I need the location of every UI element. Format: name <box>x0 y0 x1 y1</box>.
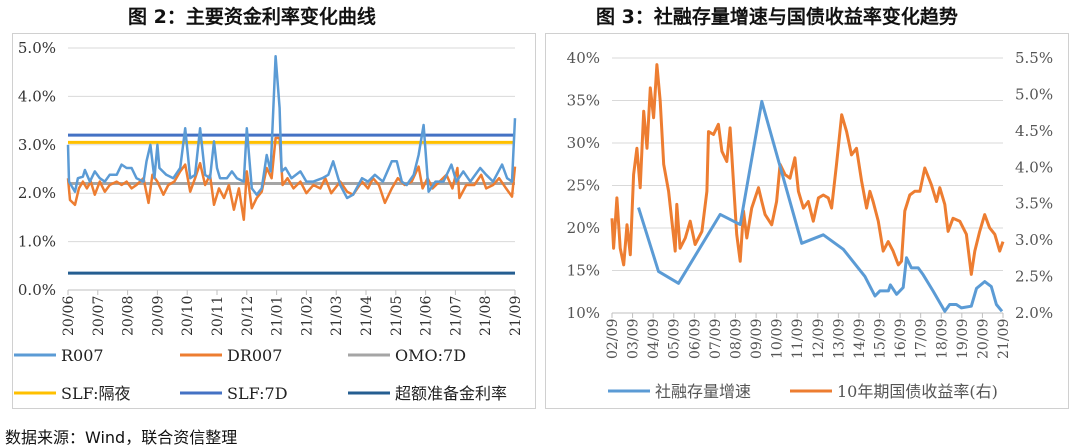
series-line-R007 <box>66 54 517 200</box>
x-tick-label: 19/09 <box>955 319 971 359</box>
series-line-DR007 <box>66 136 517 222</box>
y-tick-label: 10% <box>567 304 600 322</box>
x-tick-label: 20/07 <box>91 296 107 336</box>
legend-label: 10年期国债收益率(右) <box>837 382 998 401</box>
x-tick-label: 20/10 <box>180 296 196 336</box>
legend-label: DR007 <box>227 346 282 365</box>
y-tick-label: 20% <box>567 219 600 237</box>
x-tick-label: 11/09 <box>790 319 806 359</box>
x-tick-label: 06/09 <box>687 319 703 359</box>
x-tick-label: 20/11 <box>210 296 226 336</box>
x-tick-label: 20/06 <box>61 296 77 336</box>
legend-label: SLF:隔夜 <box>61 384 131 403</box>
x-tick-label: 14/09 <box>852 319 868 359</box>
legend-label: R007 <box>61 346 104 365</box>
x-tick-label: 21/07 <box>448 296 464 336</box>
y-tick-label: 5.0% <box>18 39 56 57</box>
x-tick-label: 08/09 <box>728 319 744 359</box>
x-tick-label: 20/12 <box>240 296 256 336</box>
y-tick-label: 25% <box>567 177 600 195</box>
x-tick-label: 21/06 <box>419 296 435 336</box>
y2-tick-label: 3.0% <box>1015 231 1053 249</box>
x-tick-label: 21/02 <box>299 296 315 336</box>
x-tick-label: 05/09 <box>667 319 683 359</box>
y-tick-label: 1.0% <box>18 233 56 251</box>
x-tick-label: 09/09 <box>749 319 765 359</box>
series-line-社融存量增速 <box>637 99 1004 313</box>
chart-3-panel <box>545 33 1069 409</box>
y-tick-label: 2.0% <box>18 184 56 202</box>
chart-2-title: 图 2：主要资金利率变化曲线 <box>128 6 376 28</box>
x-tick-label: 02/09 <box>605 319 621 359</box>
y-tick-label: 40% <box>567 49 600 67</box>
legend-label: 社融存量增速 <box>655 382 751 401</box>
y2-tick-label: 2.5% <box>1015 268 1053 286</box>
y-tick-label: 15% <box>567 262 600 280</box>
chart-2-panel <box>12 33 536 409</box>
x-tick-label: 21/01 <box>270 296 286 336</box>
series-line-10年期国债收益率(右) <box>610 63 1005 276</box>
x-tick-label: 20/09 <box>975 319 991 359</box>
x-tick-label: 17/09 <box>914 319 930 359</box>
legend-label: OMO:7D <box>395 346 466 365</box>
y2-tick-label: 5.0% <box>1015 85 1053 103</box>
x-tick-label: 15/09 <box>873 319 889 359</box>
x-tick-label: 21/08 <box>478 296 494 336</box>
x-tick-label: 12/09 <box>811 319 827 359</box>
x-tick-label: 04/09 <box>646 319 662 359</box>
y-tick-label: 3.0% <box>18 136 56 154</box>
y2-tick-label: 3.5% <box>1015 195 1053 213</box>
x-tick-label: 16/09 <box>893 319 909 359</box>
x-tick-label: 10/09 <box>770 319 786 359</box>
x-tick-label: 20/08 <box>121 296 137 336</box>
x-tick-label: 20/09 <box>150 296 166 336</box>
x-tick-label: 13/09 <box>831 319 847 359</box>
y2-tick-label: 4.5% <box>1015 122 1053 140</box>
legend-label: SLF:7D <box>227 384 288 403</box>
x-tick-label: 07/09 <box>708 319 724 359</box>
x-tick-label: 21/09 <box>508 296 524 336</box>
y2-tick-label: 5.5% <box>1015 49 1053 67</box>
x-tick-label: 03/09 <box>626 319 642 359</box>
x-tick-label: 21/09 <box>996 319 1012 359</box>
x-tick-label: 21/04 <box>359 296 375 336</box>
y2-tick-label: 4.0% <box>1015 158 1053 176</box>
y2-tick-label: 2.0% <box>1015 304 1053 322</box>
x-tick-label: 21/03 <box>329 296 345 336</box>
data-source-note: 数据来源：Wind，联合资信整理 <box>5 428 238 447</box>
chart-3-title: 图 3：社融存量增速与国债收益率变化趋势 <box>596 6 958 28</box>
y-tick-label: 35% <box>567 92 600 110</box>
x-tick-label: 18/09 <box>934 319 950 359</box>
x-tick-label: 21/05 <box>389 296 405 336</box>
y-tick-label: 30% <box>567 134 600 152</box>
y-tick-label: 0.0% <box>18 281 56 299</box>
legend-label: 超额准备金利率 <box>395 384 507 403</box>
y-tick-label: 4.0% <box>18 87 56 105</box>
